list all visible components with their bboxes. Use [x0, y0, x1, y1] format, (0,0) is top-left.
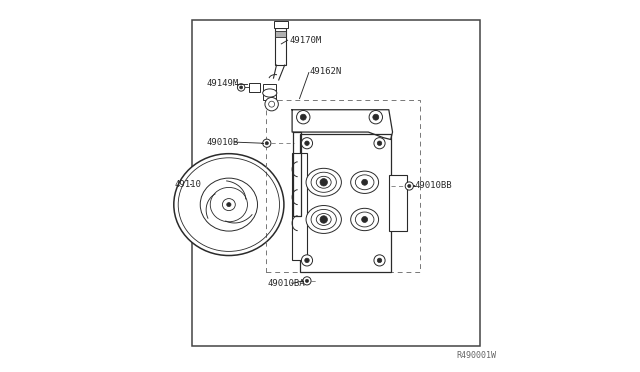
Ellipse shape	[316, 214, 331, 225]
Circle shape	[408, 185, 411, 187]
Ellipse shape	[306, 205, 341, 234]
Circle shape	[320, 216, 328, 223]
Text: 49010B: 49010B	[207, 138, 239, 147]
Polygon shape	[293, 132, 301, 216]
Ellipse shape	[351, 208, 379, 231]
Circle shape	[305, 141, 309, 145]
Circle shape	[362, 217, 367, 222]
Circle shape	[301, 255, 312, 266]
Bar	[275, 31, 286, 37]
Ellipse shape	[355, 212, 374, 227]
Text: 49170M: 49170M	[289, 36, 322, 45]
Circle shape	[301, 138, 312, 149]
Text: 49149M: 49149M	[207, 79, 239, 88]
Ellipse shape	[311, 209, 337, 230]
Ellipse shape	[316, 176, 331, 188]
Circle shape	[405, 182, 413, 190]
Bar	[300, 134, 390, 272]
Circle shape	[378, 258, 381, 263]
Circle shape	[374, 255, 385, 266]
Circle shape	[320, 179, 328, 186]
Ellipse shape	[200, 178, 257, 231]
Circle shape	[369, 110, 383, 124]
Text: 49162N: 49162N	[310, 67, 342, 76]
Circle shape	[303, 277, 311, 285]
Text: R490001W: R490001W	[457, 351, 497, 360]
Bar	[275, 28, 286, 65]
Ellipse shape	[262, 89, 277, 97]
Text: 49110: 49110	[174, 180, 201, 189]
Bar	[273, 21, 287, 28]
Bar	[292, 153, 307, 260]
Circle shape	[296, 110, 310, 124]
Circle shape	[305, 258, 309, 263]
Text: 49010BA: 49010BA	[267, 279, 305, 288]
Circle shape	[269, 101, 275, 107]
Circle shape	[262, 139, 271, 147]
Circle shape	[378, 141, 381, 145]
Polygon shape	[292, 110, 392, 140]
Ellipse shape	[351, 171, 379, 193]
Bar	[389, 175, 406, 231]
Ellipse shape	[223, 199, 236, 211]
Circle shape	[374, 138, 385, 149]
Text: 49010BB: 49010BB	[415, 181, 452, 190]
Bar	[266, 100, 420, 272]
Ellipse shape	[355, 175, 374, 190]
Circle shape	[362, 179, 367, 185]
Circle shape	[239, 86, 243, 89]
Circle shape	[265, 142, 268, 145]
Ellipse shape	[311, 172, 337, 192]
Circle shape	[300, 114, 306, 120]
Bar	[250, 83, 260, 92]
Bar	[191, 20, 480, 346]
Circle shape	[305, 279, 308, 282]
Ellipse shape	[174, 154, 284, 256]
Ellipse shape	[227, 203, 231, 206]
Bar	[263, 84, 276, 100]
Ellipse shape	[211, 187, 248, 222]
Circle shape	[265, 97, 278, 111]
Ellipse shape	[306, 168, 341, 196]
Circle shape	[373, 114, 379, 120]
Circle shape	[237, 84, 245, 91]
